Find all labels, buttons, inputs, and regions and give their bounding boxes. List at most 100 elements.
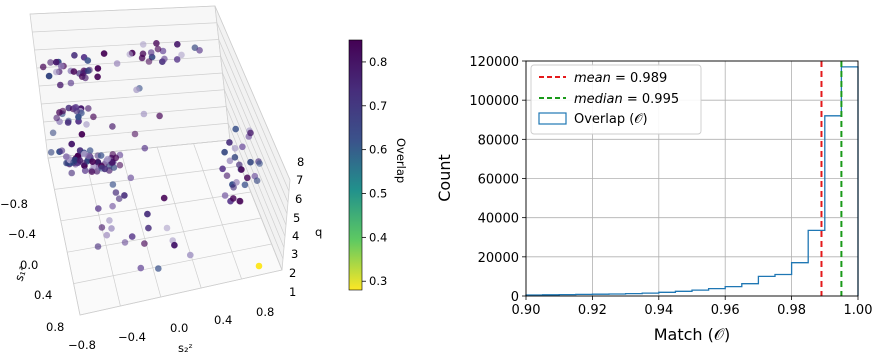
scatter-point [241,181,249,189]
grid-line [193,143,242,280]
colorbar: 0.3 0.4 0.5 0.6 0.7 0.8 Overlap [348,39,408,291]
scatter-point [147,49,155,56]
scatter-point [98,224,106,231]
histogram-step [525,66,859,296]
scatter-point [239,143,246,151]
scatter-point [106,217,113,224]
scatter-point [144,210,151,218]
colorbar-tick-label: 0.4 [369,230,387,244]
z-tick: 3 [291,247,298,261]
scatter-point [178,51,185,59]
z-tick: 7 [296,173,303,187]
colorbar-ticks: 0.3 0.4 0.5 0.6 0.7 0.8 [362,55,387,288]
x-tick-label: 0.98 [777,303,806,318]
histogram-ylabel: Count [435,154,454,202]
scatter-point [63,153,70,160]
scatter-point [53,114,60,122]
scatter-point [59,107,67,115]
grid-line [156,147,202,289]
scatter-point [68,169,75,177]
scatter-point [94,73,101,81]
colorbar-tick-label: 0.3 [369,274,387,288]
scatter-point [39,63,47,71]
z-tick: 1 [289,285,296,299]
z-tick: 2 [289,266,296,280]
y-axis-label: s₁ᶻ [12,264,30,283]
scatter-point [156,112,163,120]
grid-line [34,39,219,51]
x-tick: 0.8 [256,305,274,319]
scatter-point [154,45,162,53]
scatter-point [247,158,254,166]
z-tick: 8 [297,155,304,169]
scatter-point [70,68,78,75]
x-tick-label: 0.96 [711,303,740,318]
scatter-point [160,194,168,202]
scatter-point [78,131,86,138]
grid-line [54,165,241,190]
grid-line [227,123,284,259]
scatter-point [71,104,78,112]
scatter-point [131,130,139,138]
scatter-point [58,147,66,154]
grid-line [218,39,289,203]
scatter-point [47,59,54,66]
grid-line [32,22,217,33]
scatter-point [253,177,261,184]
scatter-point [80,159,87,167]
scatter-point [84,67,92,75]
scatter-point [101,165,109,173]
scatter-point [155,265,162,272]
scatter-point [112,189,120,196]
colorbar-tick-label: 0.5 [369,187,387,201]
z-axis-ticks: 1 2 3 4 5 6 7 8 q [289,155,322,299]
y-tick: −0.4 [8,227,36,241]
x-tick: 0.4 [214,313,232,327]
grid-line [36,55,221,69]
grid-line [214,5,291,181]
scatter-point [75,113,82,121]
scatter-point [221,148,228,156]
grid-line [220,56,288,214]
legend-mean-prefix: mean [574,71,611,86]
scatter-point [64,119,72,126]
legend-overlap-label: Overlap (𝒪) [574,112,648,127]
scatter-point [187,251,194,259]
scatter-point [83,121,90,128]
scatter-point [88,168,96,175]
scatter-point [141,240,148,247]
scatter-point [94,243,102,250]
legend-median-label: median = 0.995 [574,92,679,107]
x-axis-label: s₂ᶻ [178,341,193,355]
scatter-point [109,151,117,158]
scatter-point [226,139,233,146]
scatter-point [223,172,231,179]
histogram-panel: 0.90 0.92 0.94 0.96 0.98 1.00 0 20000 40000 60000… [435,55,872,344]
y-tick-label: 20000 [478,251,519,266]
y-tick: 0.0 [20,258,38,272]
scatter-point [104,155,111,163]
scatter-point [219,165,226,173]
grid-line [224,89,286,237]
scatter-point [236,198,244,205]
y-tick-label: 0 [511,290,519,305]
scatter-point [45,72,53,80]
scatter-point [81,167,89,174]
scatter-point [90,113,97,121]
grid-line [29,5,216,15]
scatter-point [230,184,237,191]
scatter-point [196,47,203,54]
colorbar-gradient [348,39,363,291]
scatter-point [171,241,178,249]
histogram-ticks: 0.90 0.92 0.94 0.96 0.98 1.00 0 20000 40000 60000… [469,55,872,318]
y-tick: 0.8 [46,320,64,334]
scatter-point [173,56,181,63]
scatter-point [116,161,124,169]
scatter-point [138,54,146,62]
scatter-point [109,202,116,210]
y-tick-label: 60000 [478,173,519,188]
z-tick: 4 [292,229,299,243]
scatter-point [133,86,140,94]
